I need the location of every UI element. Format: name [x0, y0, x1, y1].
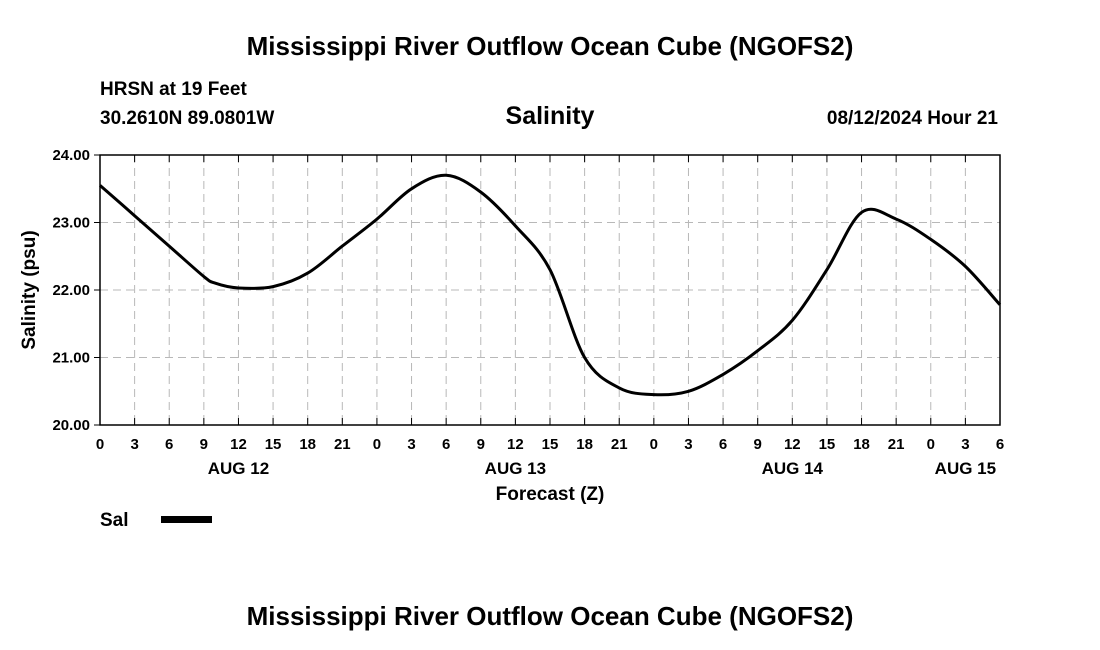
x-tick-label: 18 [853, 436, 870, 453]
x-tick-label: 3 [684, 436, 692, 453]
day-label: AUG 12 [208, 459, 269, 478]
x-tick-label: 3 [961, 436, 969, 453]
series-group [99, 173, 1002, 397]
y-tick-label: 22.00 [52, 282, 90, 299]
day-label: AUG 14 [762, 459, 824, 478]
y-tick-label: 21.00 [52, 350, 90, 367]
legend-label: Sal [100, 510, 129, 531]
x-tick-label: 21 [334, 436, 351, 453]
x-tick-label: 15 [542, 436, 559, 453]
x-tick-label: 9 [200, 436, 208, 453]
x-tick-label: 15 [819, 436, 836, 453]
x-tick-label: 12 [230, 436, 247, 453]
x-tick-label: 6 [719, 436, 727, 453]
x-tick-label: 21 [888, 436, 905, 453]
y-tick-label: 23.00 [52, 215, 90, 232]
x-tick-label: 21 [611, 436, 628, 453]
y-axis-label: Salinity (psu) [19, 230, 40, 349]
x-tick-label: 6 [442, 436, 450, 453]
x-tick-label: 0 [373, 436, 381, 453]
x-tick-label: 9 [477, 436, 485, 453]
x-tick-label: 0 [96, 436, 104, 453]
x-tick-label: 15 [265, 436, 282, 453]
x-tick-label: 18 [576, 436, 593, 453]
x-tick-label: 12 [507, 436, 524, 453]
x-tick-label: 12 [784, 436, 801, 453]
series-line-sal [99, 173, 1002, 397]
x-tick-label: 6 [165, 436, 173, 453]
footer-title: Mississippi River Outflow Ocean Cube (NG… [247, 601, 854, 631]
x-tick-label: 3 [407, 436, 415, 453]
coordinates-label: 30.2610N 89.0801W [100, 108, 274, 129]
axis-ticks [94, 154, 1001, 426]
x-tick-label: 9 [754, 436, 762, 453]
day-labels: AUG 12 AUG 13 AUG 14 AUG 15 [208, 459, 996, 478]
grid-lines [100, 154, 1000, 425]
timestamp-label: 08/12/2024 Hour 21 [827, 108, 999, 129]
chart-subtitle: Salinity [506, 102, 595, 130]
station-label: HRSN at 19 Feet [100, 79, 247, 100]
x-tick-labels: 0 3 6 9 12 15 18 21 0 3 6 9 12 15 18 21 0 3 6 9 12 15 18 21 0 3 6 [96, 436, 1004, 453]
x-tick-label: 3 [130, 436, 138, 453]
x-tick-label: 0 [650, 436, 658, 453]
x-axis-label: Forecast (Z) [496, 484, 605, 505]
y-tick-label: 20.00 [52, 417, 90, 434]
x-tick-label: 6 [996, 436, 1004, 453]
plot-frame [99, 154, 1001, 426]
chart-title: Mississippi River Outflow Ocean Cube (NG… [247, 31, 854, 61]
legend-swatch [161, 516, 212, 523]
x-tick-label: 18 [299, 436, 316, 453]
y-tick-labels: 20.00 21.00 22.00 23.00 24.00 [52, 147, 90, 434]
day-label: AUG 13 [485, 459, 546, 478]
day-label: AUG 15 [935, 459, 996, 478]
y-tick-label: 24.00 [52, 147, 90, 164]
x-tick-label: 0 [927, 436, 935, 453]
